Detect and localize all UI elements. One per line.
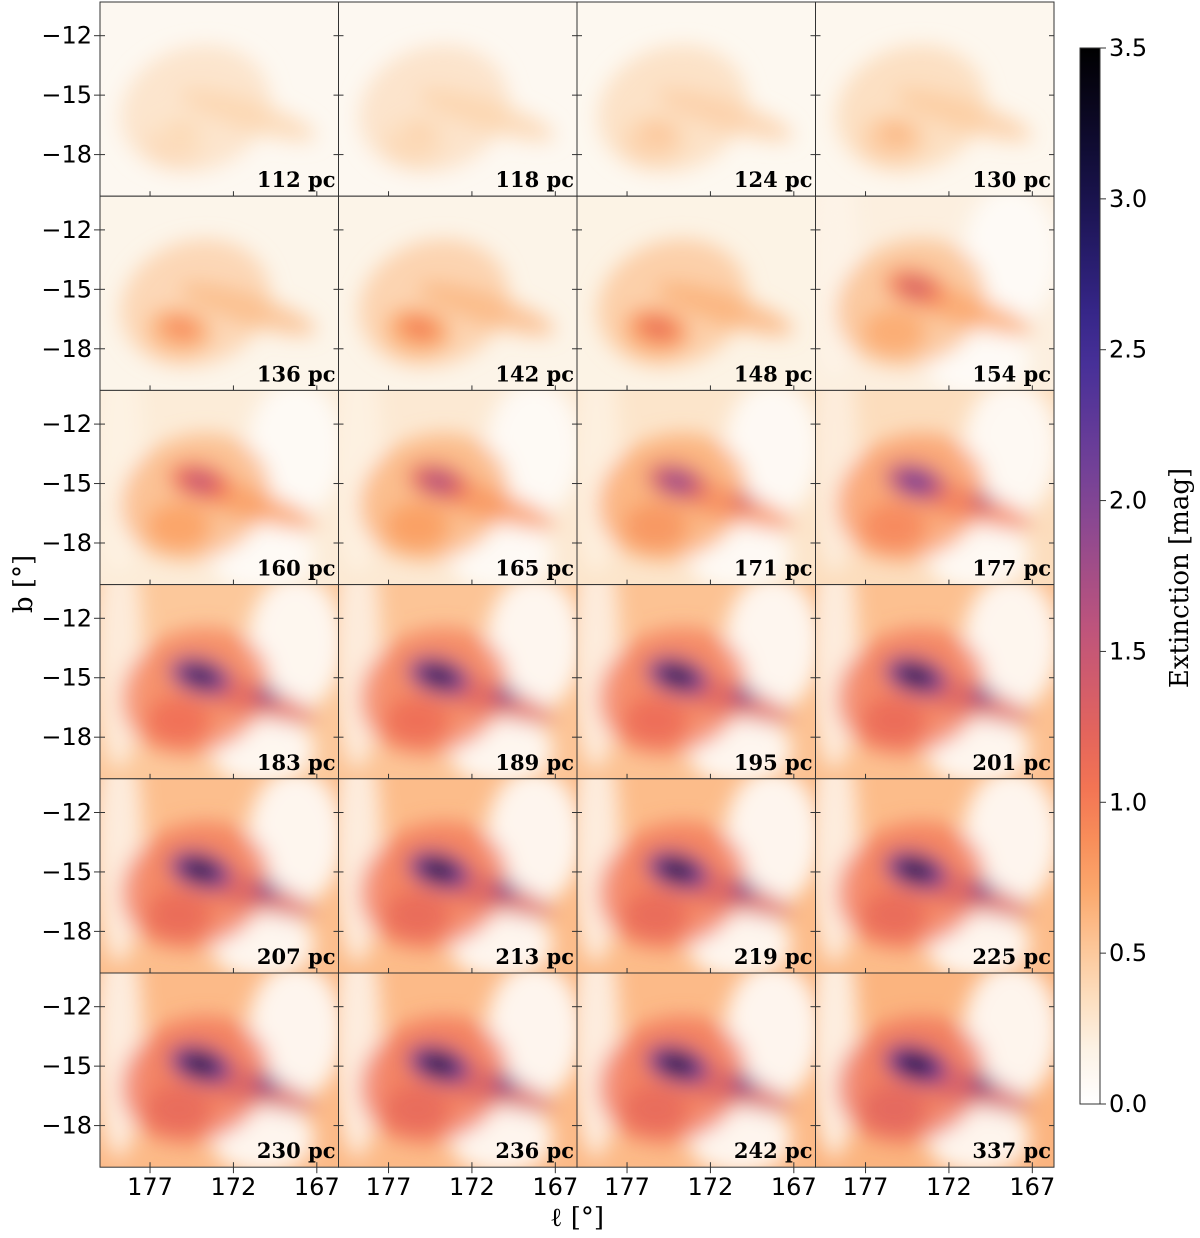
distance-label: 189 pc <box>495 750 574 775</box>
panel-236-pc: 236 pc <box>338 972 578 1168</box>
y-tick-label: −12 <box>41 604 92 632</box>
distance-label: 148 pc <box>734 361 813 386</box>
panel-136-pc: 136 pc <box>99 195 339 391</box>
panel-225-pc: 225 pc <box>815 778 1055 974</box>
colorbar-tick-label: 0.5 <box>1109 939 1147 967</box>
distance-label: 213 pc <box>495 944 574 969</box>
y-tick-label: −18 <box>41 529 92 557</box>
panel-grid: 112 pc 118 pc 124 pc 130 pc 136 pc 142 pc 148 … <box>99 1 1055 1168</box>
panel-165-pc: 165 pc <box>338 389 578 586</box>
y-tick-label: −12 <box>41 216 92 244</box>
panel-148-pc: 148 pc <box>576 195 816 391</box>
distance-label: 171 pc <box>734 556 813 581</box>
colorbar-tick-label: 1.5 <box>1109 637 1147 665</box>
y-tick-label: −18 <box>41 917 92 945</box>
x-tick-label: 167 <box>771 1173 817 1201</box>
distance-label: 136 pc <box>257 361 336 386</box>
x-tick-label: 177 <box>843 1173 889 1201</box>
y-tick-label: −12 <box>41 410 92 438</box>
y-tick-label: −18 <box>41 335 92 363</box>
distance-label: 118 pc <box>495 167 574 192</box>
distance-label: 183 pc <box>257 750 336 775</box>
distance-label: 124 pc <box>734 167 813 192</box>
panel-177-pc: 177 pc <box>815 389 1055 586</box>
x-tick-label: 172 <box>449 1173 495 1201</box>
distance-label: 130 pc <box>972 167 1051 192</box>
colorbar-tick-label: 2.0 <box>1109 487 1147 515</box>
y-tick-label: −12 <box>41 993 92 1021</box>
distance-label: 160 pc <box>257 556 336 581</box>
x-tick-label: 177 <box>127 1173 173 1201</box>
y-tick-label: −18 <box>41 141 92 169</box>
colorbar: 0.0 0.5 1.0 1.5 2.0 2.5 3.0 3.5 <box>1079 34 1147 1118</box>
distance-label: 236 pc <box>495 1138 574 1163</box>
y-tick-label: −15 <box>41 275 92 303</box>
colorbar-tick-label: 0.0 <box>1109 1090 1147 1118</box>
y-tick-label: −15 <box>41 81 92 109</box>
panel-154-pc: 154 pc <box>815 195 1055 391</box>
panel-118-pc: 118 pc <box>338 1 578 197</box>
y-tick-label: −18 <box>41 1112 92 1140</box>
panel-337-pc: 337 pc <box>815 972 1055 1168</box>
distance-label: 201 pc <box>972 750 1051 775</box>
colorbar-tick-label: 3.0 <box>1109 185 1147 213</box>
panel-189-pc: 189 pc <box>338 584 578 780</box>
x-tick-label: 167 <box>532 1173 578 1201</box>
distance-label: 225 pc <box>972 944 1051 969</box>
panel-242-pc: 242 pc <box>576 972 816 1168</box>
x-tick-label: 172 <box>688 1173 734 1201</box>
panel-142-pc: 142 pc <box>338 195 578 391</box>
y-tick-label: −18 <box>41 723 92 751</box>
panel-195-pc: 195 pc <box>576 584 816 780</box>
colorbar-tick-label: 3.5 <box>1109 34 1147 62</box>
distance-label: 177 pc <box>972 556 1051 581</box>
distance-label: 112 pc <box>257 167 336 192</box>
y-tick-label: −12 <box>41 22 92 50</box>
distance-label: 165 pc <box>495 556 574 581</box>
x-axis-label: ℓ [°] <box>550 1203 604 1233</box>
x-tick-label: 167 <box>1009 1173 1055 1201</box>
colorbar-gradient <box>1079 47 1101 1105</box>
panel-213-pc: 213 pc <box>338 778 578 974</box>
panel-frame <box>815 972 1055 1168</box>
axes: −12 −15 −18 −12 −15 −18 −12 −15 −18 −12 −15 −18 −12 −… <box>41 22 1055 1202</box>
x-tick-label: 177 <box>604 1173 650 1201</box>
distance-label: 142 pc <box>495 361 574 386</box>
distance-label: 207 pc <box>257 944 336 969</box>
panel-160-pc: 160 pc <box>99 389 339 586</box>
y-tick-label: −15 <box>41 858 92 886</box>
colorbar-tick-label: 1.0 <box>1109 788 1147 816</box>
x-tick-label: 177 <box>366 1173 412 1201</box>
panel-207-pc: 207 pc <box>99 778 339 974</box>
panel-219-pc: 219 pc <box>576 778 816 974</box>
panel-230-pc: 230 pc <box>99 972 339 1168</box>
distance-label: 154 pc <box>972 361 1051 386</box>
y-tick-label: −15 <box>41 1052 92 1080</box>
panel-124-pc: 124 pc <box>576 1 816 197</box>
colorbar-tick-label: 2.5 <box>1109 336 1147 364</box>
distance-label: 195 pc <box>734 750 813 775</box>
panel-130-pc: 130 pc <box>815 1 1055 197</box>
distance-label: 337 pc <box>972 1138 1051 1163</box>
panel-171-pc: 171 pc <box>576 389 816 586</box>
y-tick-label: −15 <box>41 664 92 692</box>
distance-label: 219 pc <box>734 944 813 969</box>
x-tick-label: 172 <box>926 1173 972 1201</box>
panel-183-pc: 183 pc <box>99 584 339 780</box>
x-tick-label: 167 <box>294 1173 340 1201</box>
panel-112-pc: 112 pc <box>99 1 339 197</box>
y-axis-label: b [°] <box>9 555 39 613</box>
x-tick-label: 172 <box>211 1173 257 1201</box>
panel-201-pc: 201 pc <box>815 584 1055 780</box>
distance-label: 242 pc <box>734 1138 813 1163</box>
distance-label: 230 pc <box>257 1138 336 1163</box>
colorbar-label: Extinction [mag] <box>1165 468 1195 688</box>
y-tick-label: −15 <box>41 470 92 498</box>
y-tick-label: −12 <box>41 798 92 826</box>
